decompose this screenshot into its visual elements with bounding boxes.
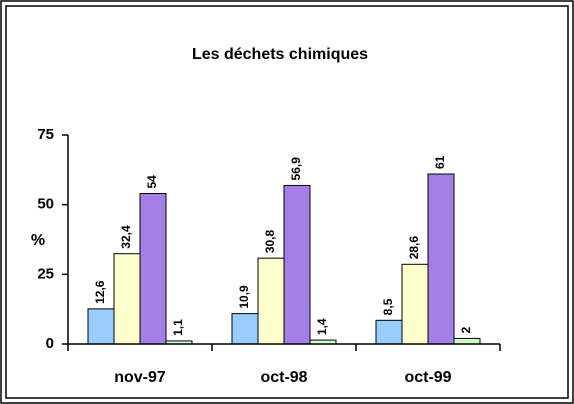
- value-label: 1,4: [315, 318, 329, 335]
- chart-title: Les déchets chimiques: [192, 46, 368, 63]
- bar: [453, 337, 481, 345]
- value-label: 8,5: [381, 298, 395, 315]
- y-tick-label: 0: [46, 335, 54, 352]
- bar: [257, 257, 285, 345]
- y-axis-label: %: [31, 232, 45, 249]
- x-tick-label: nov-97: [114, 369, 166, 386]
- inner-border: [5, 5, 569, 399]
- value-label: 54: [145, 175, 159, 189]
- bar: [283, 184, 311, 345]
- value-label: 12,6: [93, 280, 107, 304]
- y-tick-label: 75: [37, 126, 54, 143]
- bar: [427, 173, 455, 345]
- value-label: 30,8: [263, 229, 277, 253]
- y-tick-label: 50: [37, 196, 54, 213]
- bar: [231, 313, 259, 345]
- bar: [139, 193, 167, 345]
- bar: [113, 253, 141, 345]
- bar: [87, 308, 115, 345]
- value-label: 56,9: [289, 157, 303, 181]
- bar: [375, 319, 403, 345]
- x-tick-label: oct-99: [404, 369, 451, 386]
- x-tick-label: oct-98: [260, 369, 307, 386]
- bar: [401, 263, 429, 345]
- value-label: 1,1: [171, 319, 185, 336]
- value-label: 2: [459, 326, 473, 333]
- value-label: 10,9: [237, 285, 251, 309]
- value-label: 61: [433, 155, 447, 169]
- y-tick-label: 25: [37, 265, 54, 282]
- value-label: 28,6: [407, 236, 421, 260]
- value-label: 32,4: [119, 225, 133, 249]
